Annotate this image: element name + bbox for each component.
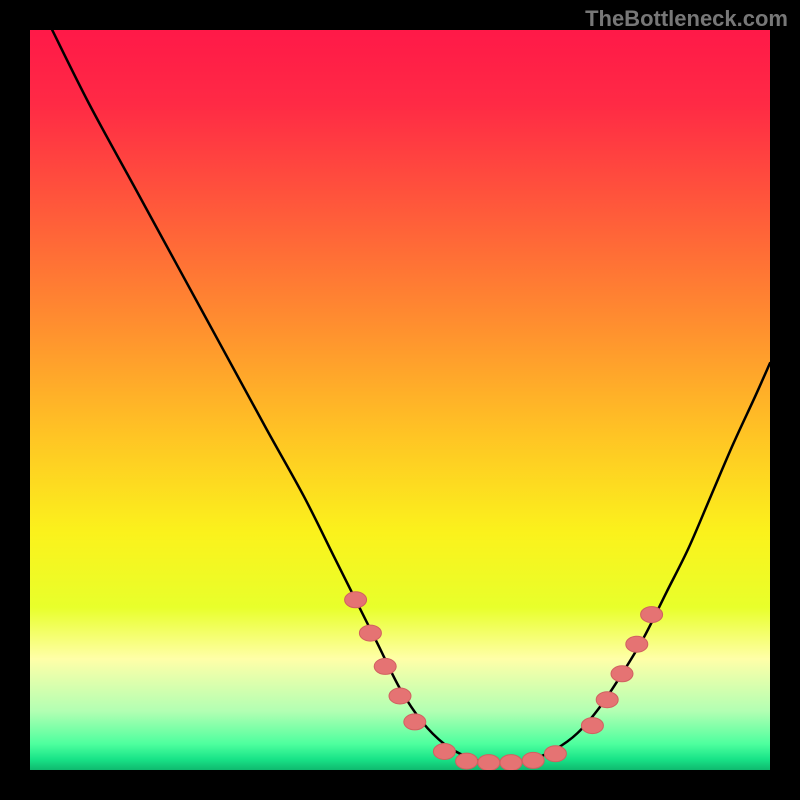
marker-dot [611, 666, 633, 682]
marker-dot [544, 746, 566, 762]
marker-dot [522, 752, 544, 768]
marker-dot [374, 658, 396, 674]
curve-layer [30, 30, 770, 770]
marker-dot [359, 625, 381, 641]
watermark-text: TheBottleneck.com [585, 6, 788, 32]
marker-dot [581, 718, 603, 734]
marker-dot [345, 592, 367, 608]
plot-area [30, 30, 770, 770]
marker-dot [596, 692, 618, 708]
marker-dot [500, 755, 522, 770]
marker-dot [389, 688, 411, 704]
marker-dot [478, 755, 500, 770]
bottleneck-curve [52, 30, 770, 763]
marker-dot [456, 753, 478, 769]
marker-dot [433, 744, 455, 760]
markers-layer [30, 30, 770, 770]
chart-root: TheBottleneck.com [0, 0, 800, 800]
marker-dot [641, 607, 663, 623]
marker-dot [404, 714, 426, 730]
marker-dot [626, 636, 648, 652]
